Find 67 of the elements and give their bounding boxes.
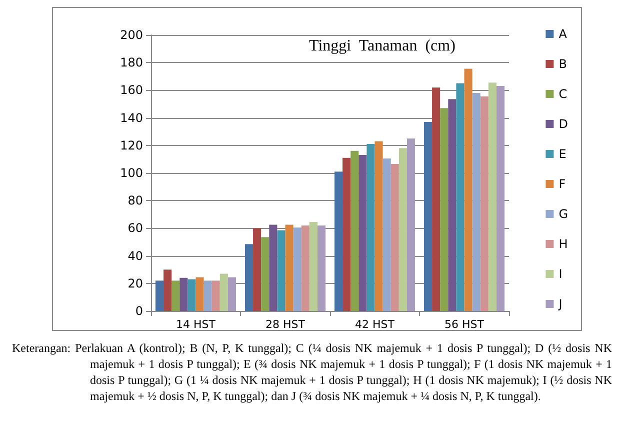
x-tick-label: 14 HST — [176, 318, 216, 331]
bar — [406, 138, 416, 311]
bar — [440, 108, 448, 311]
legend-label: E — [558, 147, 566, 161]
y-tick-label: 80 — [128, 194, 143, 208]
x-tick-label: 28 HST — [266, 318, 306, 331]
legend-label: H — [558, 237, 568, 251]
legend-label: J — [558, 297, 562, 311]
x-tick-label: 56 HST — [444, 318, 484, 331]
bar — [204, 280, 212, 311]
bar — [188, 279, 196, 311]
bar — [488, 82, 496, 311]
bar — [456, 83, 464, 311]
bar — [180, 278, 188, 311]
bar — [424, 122, 432, 311]
y-tick-label: 60 — [128, 221, 143, 236]
bar — [172, 280, 180, 311]
bar — [317, 225, 326, 311]
bar — [366, 144, 375, 311]
x-tick-label: 42 HST — [355, 318, 395, 331]
bar — [350, 150, 359, 311]
bar — [472, 92, 480, 311]
y-tick-label: 0 — [135, 304, 143, 318]
y-tick-label: 20 — [128, 276, 143, 290]
bar — [253, 228, 262, 311]
chart-title: Tinggi Tanaman (cm) — [309, 38, 456, 54]
legend-label: F — [558, 177, 566, 191]
bar — [398, 148, 407, 311]
y-tick-label: 100 — [120, 166, 143, 180]
legend-label: I — [558, 267, 562, 281]
y-tick-label: 40 — [128, 248, 143, 263]
bar — [277, 230, 286, 311]
bar — [285, 224, 294, 311]
bar — [212, 280, 220, 311]
bar — [480, 96, 488, 311]
y-tick-label: 200 — [120, 28, 143, 42]
y-tick-label: 160 — [120, 83, 143, 98]
bar — [269, 224, 278, 311]
y-tick-label: 120 — [120, 138, 143, 152]
bar — [301, 225, 310, 311]
legend-label: D — [558, 117, 568, 131]
bar — [382, 158, 391, 311]
bar — [448, 99, 456, 311]
bar — [261, 237, 270, 311]
bar — [309, 222, 318, 311]
bar — [293, 228, 302, 311]
y-tick-label: 140 — [120, 110, 143, 125]
legend-label: A — [558, 27, 568, 41]
legend-label: B — [558, 57, 567, 71]
bar — [220, 274, 228, 311]
bar — [432, 87, 440, 311]
bar — [390, 164, 399, 311]
bar — [244, 244, 254, 311]
bar — [358, 155, 367, 311]
bar — [196, 277, 204, 311]
legend-label: C — [558, 87, 568, 101]
legend-label: G — [558, 207, 568, 221]
bar — [374, 141, 383, 311]
text: Keterangan: Perlakuan A (kontrol); B (N, P, K tunggal); C (¼ dosis NK majemuk + 1 dosis P tunggal); D (½ dosis NK majemuk + 1 dosis P tunggal); E (¾ dosis NK majemuk + 1 dosis P tunggal); F (1 dosis NK majemuk + 1 dosis P tunggal); G (1 ¼ dosis NK majemuk + 1 dosis P tunggal); H (1 dosis NK majemuk); I (½ dosis NK majemuk + ½ dosis N, P, K tunggal); dan J (¾ dosis NK majemuk + ¼ dosis N, P, K tunggal). — [12, 340, 612, 404]
bar — [155, 280, 164, 311]
bar — [464, 68, 472, 311]
bar — [496, 86, 505, 311]
bar — [334, 172, 343, 311]
bar — [342, 158, 351, 311]
y-tick-label: 180 — [120, 56, 143, 70]
bar — [164, 270, 172, 311]
bar — [228, 277, 236, 311]
